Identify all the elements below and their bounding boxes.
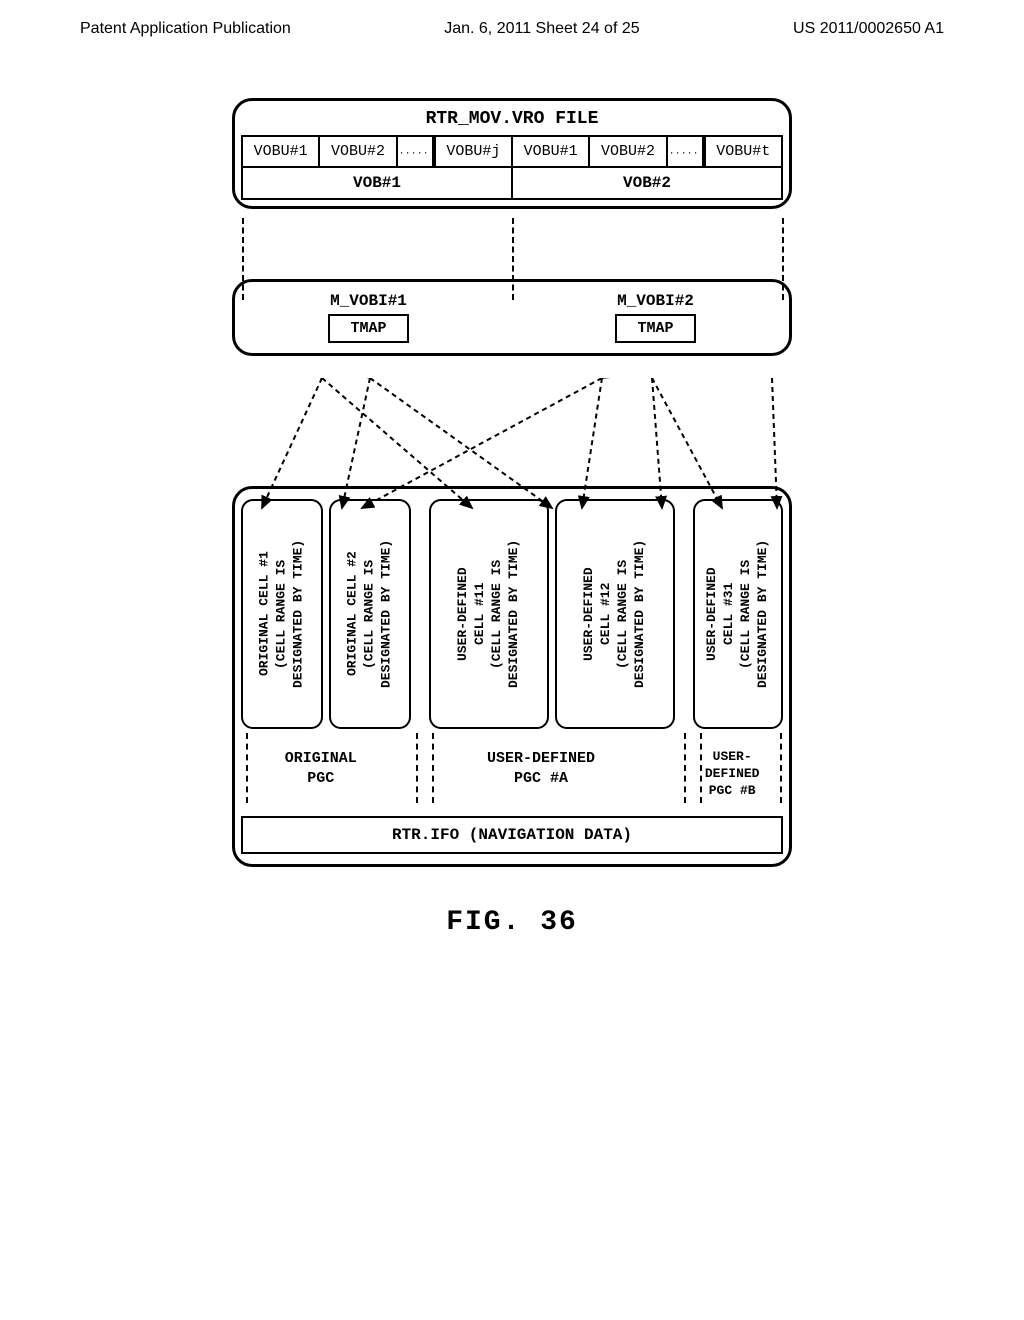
ellipsis-cell: ····· [398,135,434,168]
figure-label: FIG. 36 [232,907,792,938]
page-header: Patent Application Publication Jan. 6, 2… [60,20,964,38]
vobu-row: VOBU#1 VOBU#2 ····· VOBU#j VOBU#1 VOBU#2… [241,135,783,168]
dashed-connector [432,733,434,803]
header-right: US 2011/0002650 A1 [793,20,944,38]
mvobi-block: M_VOBI#1 TMAP [245,292,492,343]
dashed-connector [242,218,244,300]
original-cell-1: ORIGINAL CELL #1 (CELL RANGE IS DESIGNAT… [241,499,323,729]
vobu-cell: VOBU#1 [513,135,590,168]
tmap-label: TMAP [615,314,695,343]
vro-file-box: RTR_MOV.VRO FILE VOBU#1 VOBU#2 ····· VOB… [232,98,792,209]
user-pgc-a: USER-DEFINEDPGC #A [426,737,657,812]
spacer [662,737,675,812]
original-cell-2: ORIGINAL CELL #2 (CELL RANGE IS DESIGNAT… [329,499,411,729]
vobu-cell: VOBU#t [704,135,783,168]
ellipsis-cell: ····· [668,135,704,168]
user-pgc-b: USER-DEFINEDPGC #B [681,737,783,812]
vobu-cell: VOBU#1 [241,135,320,168]
mvobi-title: M_VOBI#2 [532,292,779,310]
header-left: Patent Application Publication [80,20,291,38]
dashed-connector [700,733,702,803]
diagram-container: RTR_MOV.VRO FILE VOBU#1 VOBU#2 ····· VOB… [232,98,792,938]
dashed-connector [782,218,784,300]
navbar: RTR.IFO (NAVIGATION DATA) [241,816,783,854]
user-cell-31: USER-DEFINED CELL #31 (CELL RANGE IS DES… [693,499,783,729]
spacer [681,499,687,729]
user-cell-12: USER-DEFINED CELL #12 (CELL RANGE IS DES… [555,499,675,729]
tmap-label: TMAP [328,314,408,343]
spacer [417,499,423,729]
cells-row: ORIGINAL CELL #1 (CELL RANGE IS DESIGNAT… [241,499,783,729]
vobu-cell: VOBU#2 [320,135,397,168]
header-center: Jan. 6, 2011 Sheet 24 of 25 [444,20,639,38]
mvobi-title: M_VOBI#1 [245,292,492,310]
dashed-connector [416,733,418,803]
vobu-cell: VOBU#j [434,135,513,168]
mvobi-block: M_VOBI#2 TMAP [532,292,779,343]
dashed-connector [512,218,514,300]
vob-cell: VOB#2 [513,168,783,200]
original-pgc: ORIGINALPGC [241,737,401,812]
navigation-box: ORIGINAL CELL #1 (CELL RANGE IS DESIGNAT… [232,486,792,867]
user-cell-11: USER-DEFINED CELL #11 (CELL RANGE IS DES… [429,499,549,729]
dashed-connector [246,733,248,803]
vob-row: VOB#1 VOB#2 [241,168,783,200]
vob-cell: VOB#1 [241,168,513,200]
vro-title: RTR_MOV.VRO FILE [241,109,783,129]
dashed-connector [780,733,782,803]
dashed-connector [684,733,686,803]
vobu-cell: VOBU#2 [590,135,667,168]
